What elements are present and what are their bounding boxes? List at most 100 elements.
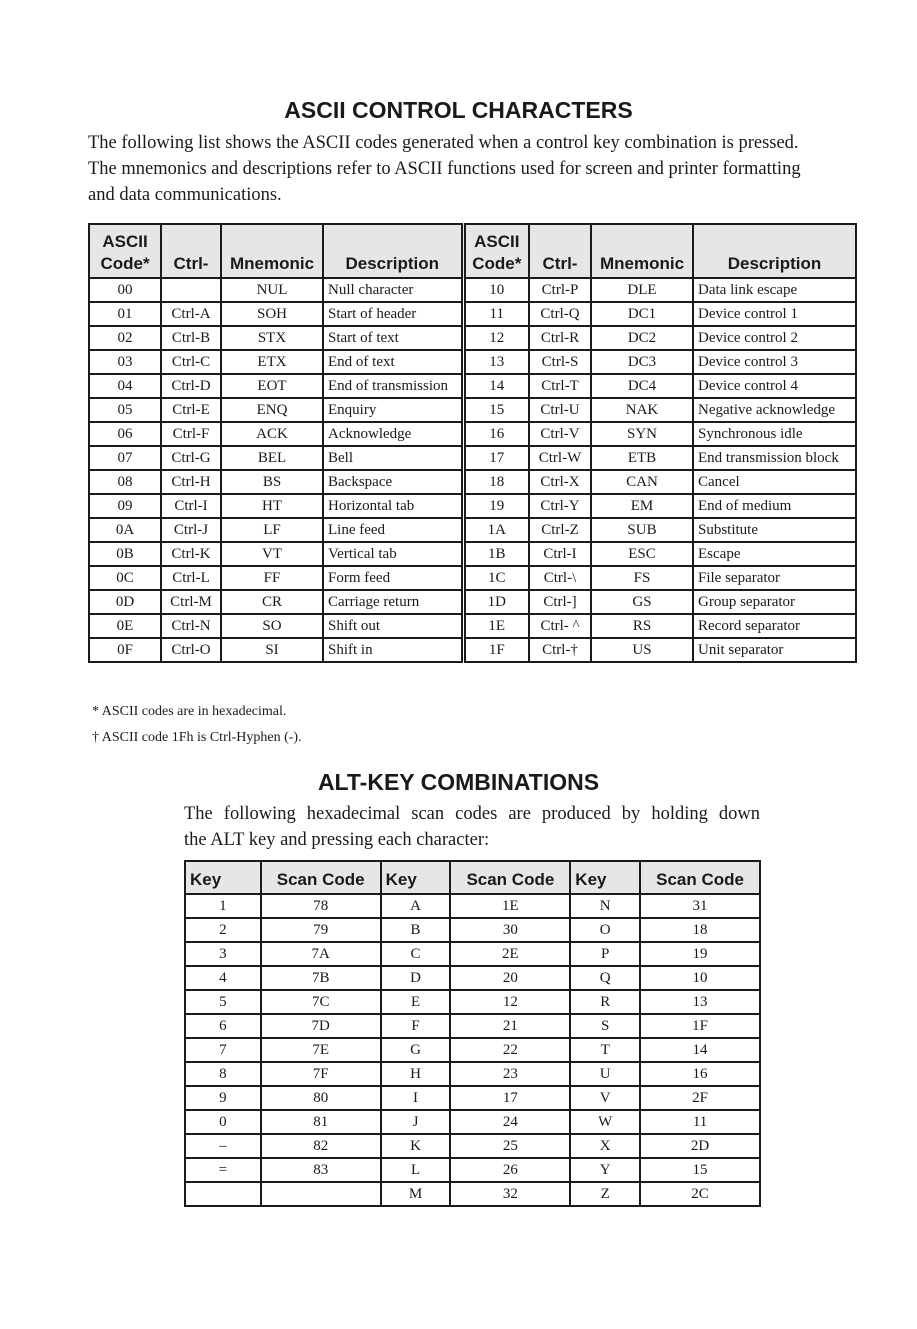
- table-cell: Ctrl-L: [160, 565, 222, 591]
- table-row: 0B Ctrl-K VT Vertical tab 1B Ctrl-I ESC Escape: [88, 541, 857, 567]
- table-cell: 18: [460, 469, 530, 495]
- table-row: 2 79 B 30 O 18: [184, 917, 761, 943]
- table-cell: Group separator: [692, 589, 857, 615]
- table-row: M 32 Z 2C: [184, 1181, 761, 1207]
- table-cell: Record separator: [692, 613, 857, 639]
- table-cell: D: [379, 965, 452, 991]
- table-cell: 10: [460, 277, 530, 303]
- ascii-table: ASCII Code* Ctrl- Mnemonic Description A…: [88, 223, 857, 663]
- table-cell: ESC: [590, 541, 694, 567]
- table-row: 1 78 A 1E N 31: [184, 893, 761, 919]
- table-cell: LF: [220, 517, 324, 543]
- table-cell: End of text: [322, 349, 464, 375]
- header-row: Key Scan Code Key Scan Code Key Scan Cod…: [184, 860, 761, 895]
- table-cell: Ctrl-C: [160, 349, 222, 375]
- table-cell: I: [379, 1085, 452, 1111]
- table-cell: End transmission block: [692, 445, 857, 471]
- table-cell: 31: [639, 893, 761, 919]
- table-cell: 11: [460, 301, 530, 327]
- alt-key-table: Key Scan Code Key Scan Code Key Scan Cod…: [184, 860, 761, 1207]
- table-cell: 7: [184, 1037, 262, 1063]
- table-cell: [184, 1181, 262, 1207]
- table-cell: DLE: [590, 277, 694, 303]
- table-cell: X: [569, 1133, 642, 1159]
- table-cell: FS: [590, 565, 694, 591]
- table-cell: 22: [449, 1037, 572, 1063]
- table-cell: J: [379, 1109, 452, 1135]
- table-cell: 2D: [639, 1133, 761, 1159]
- header-description: Description: [692, 223, 857, 279]
- table-row: 4 7B D 20 Q 10: [184, 965, 761, 991]
- table-cell: Data link escape: [692, 277, 857, 303]
- table-cell: Ctrl-V: [528, 421, 592, 447]
- table-cell: 0D: [88, 589, 162, 615]
- table-cell: Device control 1: [692, 301, 857, 327]
- header-row: ASCII Code* Ctrl- Mnemonic Description A…: [88, 223, 857, 279]
- table-cell: Acknowledge: [322, 421, 464, 447]
- table-row: 01 Ctrl-A SOH Start of header 11 Ctrl-Q DC1 Dev…: [88, 301, 857, 327]
- table-row: 5 7C E 12 R 13: [184, 989, 761, 1015]
- table-cell: 16: [639, 1061, 761, 1087]
- table-row: 05 Ctrl-E ENQ Enquiry 15 Ctrl-U NAK Negative ac…: [88, 397, 857, 423]
- table-row: 0A Ctrl-J LF Line feed 1A Ctrl-Z SUB Substitute: [88, 517, 857, 543]
- header-description: Description: [322, 223, 464, 279]
- table-cell: US: [590, 637, 694, 663]
- header-key: Key: [569, 860, 642, 895]
- table-cell: Horizontal tab: [322, 493, 464, 519]
- table-cell: Y: [569, 1157, 642, 1183]
- table-cell: Ctrl- ^: [528, 613, 592, 639]
- table-cell: 14: [639, 1037, 761, 1063]
- table-cell: A: [379, 893, 452, 919]
- table-row: –82 K 25 X 2D: [184, 1133, 761, 1159]
- table-cell: M: [379, 1181, 452, 1207]
- table-cell: ENQ: [220, 397, 324, 423]
- table-cell: 8: [184, 1061, 262, 1087]
- table-row: 6 7D F 21 S 1F: [184, 1013, 761, 1039]
- table-cell: 1: [184, 893, 262, 919]
- table-cell: 26: [449, 1157, 572, 1183]
- table-cell: 15: [639, 1157, 761, 1183]
- table-cell: CAN: [590, 469, 694, 495]
- table-cell: ETB: [590, 445, 694, 471]
- table-cell: 1F: [460, 637, 530, 663]
- table-cell: Ctrl-I: [528, 541, 592, 567]
- table-cell: U: [569, 1061, 642, 1087]
- table-cell: End of transmission: [322, 373, 464, 399]
- table-cell: HT: [220, 493, 324, 519]
- table-cell: Bell: [322, 445, 464, 471]
- table-cell: =: [184, 1157, 262, 1183]
- table-cell: 21: [449, 1013, 572, 1039]
- table-cell: 2: [184, 917, 262, 943]
- header-scan-code: Scan Code: [259, 860, 382, 895]
- table-cell: GS: [590, 589, 694, 615]
- header-ascii-code: ASCII Code*: [460, 223, 530, 279]
- table-cell: Ctrl-D: [160, 373, 222, 399]
- table-cell: 13: [639, 989, 761, 1015]
- table-cell: 14: [460, 373, 530, 399]
- table-cell: 1B: [460, 541, 530, 567]
- table-cell: Ctrl-†: [528, 637, 592, 663]
- table-cell: Shift in: [322, 637, 464, 663]
- header-scan-code: Scan Code: [639, 860, 761, 895]
- table-cell: Ctrl-Z: [528, 517, 592, 543]
- table-cell: 17: [449, 1085, 572, 1111]
- table-cell: 6: [184, 1013, 262, 1039]
- table-cell: 13: [460, 349, 530, 375]
- table-cell: Ctrl-E: [160, 397, 222, 423]
- table-cell: Ctrl-N: [160, 613, 222, 639]
- table-cell: 83: [259, 1157, 382, 1183]
- table-row: 0F Ctrl-O SI Shift in 1F Ctrl-† US Unit separat…: [88, 637, 857, 663]
- table-cell: 0E: [88, 613, 162, 639]
- table-cell: Ctrl-M: [160, 589, 222, 615]
- table-cell: BS: [220, 469, 324, 495]
- table-cell: 0: [184, 1109, 262, 1135]
- table-cell: Ctrl-S: [528, 349, 592, 375]
- table-row: 0D Ctrl-M CR Carriage return 1D Ctrl-] GS Group…: [88, 589, 857, 615]
- table-cell: 16: [460, 421, 530, 447]
- table-cell: Start of header: [322, 301, 464, 327]
- table-cell: Ctrl-Y: [528, 493, 592, 519]
- table-cell: 19: [460, 493, 530, 519]
- table-cell: Carriage return: [322, 589, 464, 615]
- table-cell: EM: [590, 493, 694, 519]
